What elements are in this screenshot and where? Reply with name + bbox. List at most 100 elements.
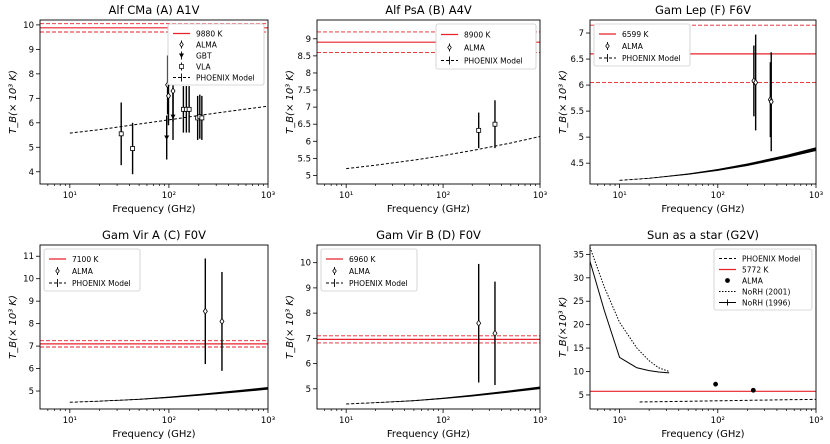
y-tick-label: 10: [300, 259, 311, 269]
data-point-square: [476, 127, 482, 133]
y-tick-label: 7: [579, 29, 584, 39]
x-tick-label: 10²: [711, 191, 725, 201]
legend: 7100 K ALMA PHOENIX Model: [43, 248, 141, 292]
y-axis-label: T_B(× 10³ K): [285, 70, 296, 134]
y-axis-label: T_B(× 10³ K): [8, 295, 19, 359]
axes-frame: [316, 19, 541, 185]
axes-frame: [589, 244, 817, 410]
legend-label: PHOENIX Model: [622, 54, 681, 63]
model-band: [619, 147, 816, 181]
x-tick-label: 10²: [162, 191, 176, 201]
data-point-diamond: [476, 319, 482, 327]
y-tick-label: 6: [306, 360, 311, 370]
y-tick-label: 25: [573, 297, 584, 307]
y-tick-label: 6.5: [297, 120, 311, 130]
y-tick-label: 35: [573, 250, 584, 260]
chart-2: Alf PsA (B) A4V 10¹ 10² 10³ 5 5.5 6 6.5 7 7.5 8 8.5…: [285, 3, 547, 215]
x-tick-label: 10³: [809, 191, 823, 201]
data-point-triangle: [164, 135, 170, 140]
chart-title: Alf CMa (A) A1V: [109, 3, 200, 17]
legend-label: 9880 K: [196, 30, 223, 39]
x-axis-label: Frequency (GHz): [112, 204, 195, 215]
legend-key-dot: [725, 278, 730, 283]
legend-label: GBT: [196, 52, 212, 61]
y-tick-label: 9: [29, 45, 34, 55]
y-tick-label: 7: [29, 94, 34, 104]
y-tick-label: 11: [23, 252, 34, 262]
x-axis-label: Frequency (GHz): [112, 429, 195, 440]
data-point-square: [492, 121, 498, 127]
y-tick-label: 9: [306, 35, 311, 45]
legend-box: [593, 23, 691, 67]
y-tick-label: 6.5: [570, 55, 584, 65]
legend: PHOENIX Model 5772 K ALMA NoRH (2001) NoRH (…: [713, 248, 813, 311]
chart-6: Sun as a star (G2V) 10¹ 10² 10³ 5 10 15 20 25 30 3…: [558, 228, 823, 440]
x-tick-label: 10¹: [339, 191, 353, 201]
y-axis-label: T_B(× 10³ K): [285, 295, 296, 359]
data-point-diamond: [492, 329, 498, 338]
legend-label: PHOENIX Model: [464, 57, 523, 66]
x-tick-label: 10³: [261, 416, 275, 426]
chart-title: Gam Lep (F) F6V: [655, 3, 751, 17]
legend-box: [320, 248, 418, 292]
chart-title: Gam Vir B (D) F0V: [376, 228, 481, 242]
legend-key-diamond: [447, 44, 452, 51]
x-axis-label: Frequency (GHz): [661, 429, 744, 440]
data-point-dot: [713, 381, 718, 387]
legend-key-triangle: [179, 53, 184, 58]
legend-label: PHOENIX Model: [72, 279, 131, 288]
y-tick-label: 6: [29, 365, 34, 375]
legend-label: ALMA: [742, 277, 764, 286]
phoenix-model-line: [69, 105, 268, 134]
legend-label: VLA: [196, 63, 211, 72]
axes-frame: [39, 244, 269, 410]
phoenix-model-line: [346, 136, 540, 170]
legend-label: ALMA: [349, 267, 371, 276]
y-tick-label: 5: [579, 133, 584, 143]
y-tick-label: 7: [306, 103, 311, 113]
data-point-diamond: [219, 317, 225, 326]
legend-label: ALMA: [622, 42, 644, 51]
x-axis-label: Frequency (GHz): [661, 204, 744, 215]
data-point-diamond: [753, 78, 759, 87]
data-point-diamond: [202, 307, 208, 315]
legend-key-diamond: [55, 267, 60, 275]
legend-label: 8900 K: [464, 31, 491, 40]
x-tick-label: 10³: [809, 416, 823, 426]
y-tick-label: 7: [306, 334, 311, 344]
x-axis-label: Frequency (GHz): [387, 204, 470, 215]
y-tick-label: 5.5: [297, 154, 311, 164]
y-tick-label: 6: [29, 119, 34, 129]
y-tick-label: 8: [306, 309, 311, 319]
legend-label: ALMA: [196, 41, 218, 50]
y-tick-label: 5: [306, 171, 311, 181]
x-tick-label: 10¹: [339, 416, 353, 426]
axes-frame: [316, 244, 541, 410]
x-tick-label: 10¹: [63, 416, 77, 426]
y-tick-label: 7: [29, 342, 34, 352]
chart-1: Alf CMa (A) A1V 10¹ 10² 10³ 4 5 6 7 8 9 10 Frequenc…: [8, 3, 275, 215]
legend-key-diamond: [605, 42, 610, 50]
y-tick-label: 10: [573, 368, 584, 378]
legend-label: PHOENIX Model: [742, 255, 801, 264]
legend-label: ALMA: [464, 44, 486, 53]
x-axis-label: Frequency (GHz): [387, 429, 470, 440]
x-tick-label: 10¹: [612, 416, 626, 426]
legend-label: 6599 K: [622, 30, 649, 39]
legend-box: [167, 23, 265, 86]
legend-box: [435, 23, 537, 70]
y-tick-label: 10: [23, 275, 34, 285]
axes-frame: [589, 19, 817, 185]
y-tick-label: 8: [29, 320, 34, 330]
data-point-dot: [750, 387, 756, 393]
data-point-diamond: [768, 98, 774, 106]
data-point-square: [199, 115, 205, 121]
legend-label: PHOENIX Model: [196, 74, 255, 83]
axes-frame: [39, 19, 269, 185]
plot-area: [40, 23, 268, 175]
y-tick-label: 7.5: [297, 86, 311, 96]
x-tick-label: 10³: [533, 416, 547, 426]
data-point-triangle: [170, 114, 176, 120]
data-point-square: [130, 146, 135, 151]
